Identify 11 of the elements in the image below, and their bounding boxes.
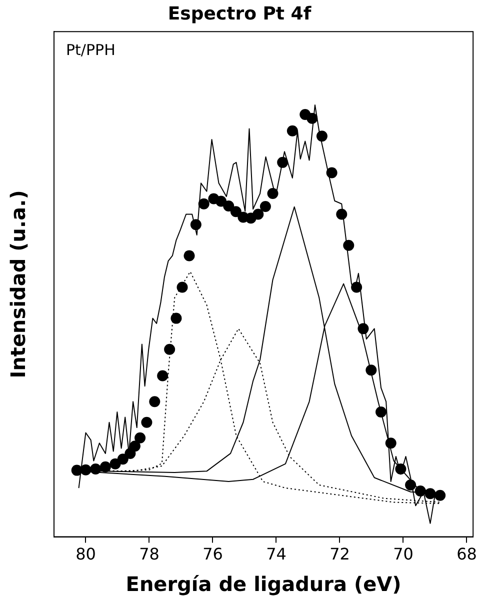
- x-tick-label: 78: [139, 544, 160, 564]
- x-tick-label: 80: [76, 544, 96, 564]
- text: Pt/PPH: [66, 40, 116, 59]
- x-tick-label: 68: [456, 544, 477, 564]
- x-tick-label: 74: [266, 544, 286, 564]
- y-axis-title: Intensidad (u.a.): [6, 190, 30, 378]
- x-tick-label: 72: [330, 544, 350, 564]
- x-tick-label: 76: [202, 544, 223, 564]
- x-tick-label: 70: [393, 544, 414, 564]
- x-axis-title: Energía de ligadura (eV): [126, 572, 402, 596]
- chart-title: Espectro Pt 4f: [168, 3, 312, 24]
